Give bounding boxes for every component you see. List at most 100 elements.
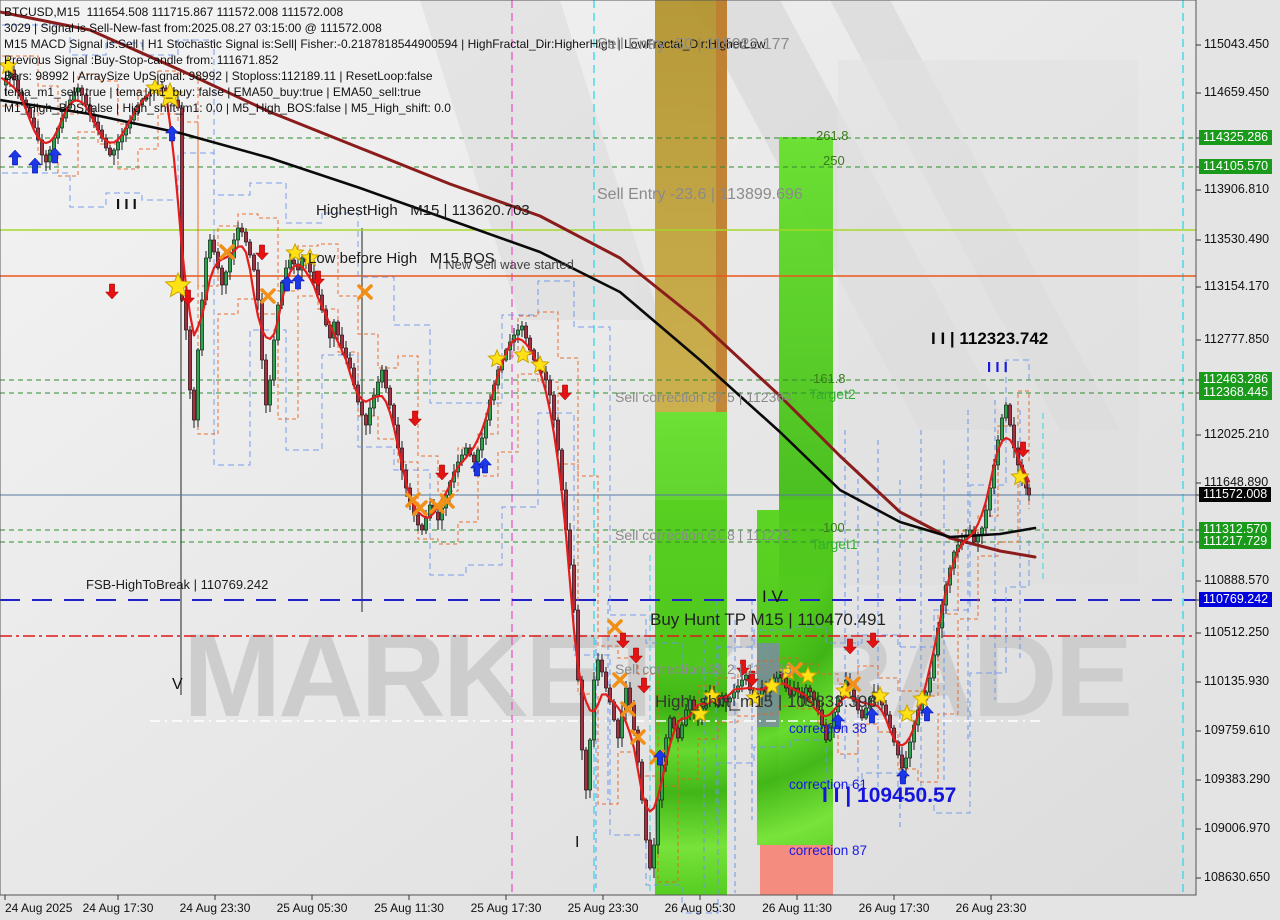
candle-bear (240, 227, 244, 233)
star-signal (702, 685, 722, 705)
background-logo (420, 0, 1138, 585)
candle-bull (224, 271, 228, 286)
candle-bear (252, 254, 256, 271)
sell-arrow-icon (636, 677, 652, 694)
price-tick-label: 109006.970 (1204, 821, 1271, 835)
candle-bear (600, 659, 604, 673)
buy-arrow-icon (652, 749, 668, 766)
candle-bull (272, 339, 276, 381)
candle-bull (596, 659, 600, 681)
info-line-2: 3029 | Signal is Sell-New-fast from:2025… (4, 21, 382, 35)
price-tick-label: 113154.170 (1204, 279, 1270, 293)
candle-bull (1004, 404, 1008, 419)
info-line-3: M15 MACD Signal is:Sell | H1 Stochastic … (4, 37, 766, 51)
fib-250: 250 (823, 153, 845, 168)
new-sell-wave: I New Sell wave started (438, 257, 574, 272)
time-tick-label: 25 Aug 17:30 (470, 901, 542, 915)
candle-bull (828, 727, 832, 741)
candle-bear (220, 267, 224, 286)
candle-bear (636, 729, 640, 763)
star-signal (912, 688, 932, 708)
buy-arrow-icon (279, 275, 295, 292)
price-tick-label: 115043.450 (1204, 37, 1270, 51)
star-signal (798, 665, 818, 685)
info-line-1: BTCUSD,M15 111654.508 111715.867 111572.… (4, 5, 344, 19)
candle-bear (672, 717, 676, 729)
candle-bear (608, 687, 612, 703)
candle-bear (388, 387, 392, 406)
buy-arrow-icon (290, 273, 306, 290)
info-line-4: Previous Signal :Buy-Stop-candle from: 1… (4, 53, 279, 67)
time-tick-label: 26 Aug 23:30 (955, 901, 1027, 915)
candle-bear (860, 709, 864, 719)
price-tick-label: 108630.650 (1204, 870, 1271, 884)
candle-bear (348, 357, 352, 369)
sell-arrow-icon (407, 410, 423, 427)
candle-bear (628, 687, 632, 706)
wave-v: V (172, 676, 183, 693)
correction-38: correction 38 (789, 721, 868, 736)
price-level-badge: 114325.286 (1199, 130, 1273, 145)
sell-arrow-icon (628, 647, 644, 664)
candle-bull (376, 381, 380, 396)
buy-arrow-icon (47, 147, 63, 164)
sell-arrow-icon (180, 289, 196, 306)
time-tick-label: 25 Aug 11:30 (374, 901, 444, 915)
candle-bear (556, 419, 560, 451)
candle-bull (804, 687, 808, 699)
candle-bull (76, 87, 80, 93)
candle-bear (816, 699, 820, 711)
buy-arrow-icon (27, 157, 43, 174)
candle-bull (112, 149, 116, 156)
ma-long-black (0, 98, 1037, 539)
buy-arrow-icon (895, 768, 911, 785)
star-signal (145, 77, 165, 97)
price-tick-label: 109759.610 (1204, 723, 1271, 737)
candle-bear (820, 709, 824, 726)
candle-bear (900, 754, 904, 769)
price-level-badge: 114105.570 (1199, 159, 1273, 174)
swing-ii-low: I I | 109450.57 (822, 784, 957, 807)
candle-bull (928, 677, 932, 693)
price-level-badge: 112368.445 (1199, 385, 1273, 400)
buy-arrow-icon (164, 125, 180, 142)
candle-bear (244, 231, 248, 243)
candle-bull (476, 449, 480, 463)
candle-bull (688, 699, 692, 711)
buy-arrow-icon (919, 705, 935, 722)
star-signal (745, 687, 765, 707)
time-tick-label: 25 Aug 23:30 (567, 901, 639, 915)
time-tick-label: 24 Aug 2025 (5, 901, 73, 915)
highest-high: HighestHigh M15 | 113620.703 (316, 202, 530, 219)
candle-bull (228, 257, 232, 273)
candle-bull (740, 679, 744, 687)
candle-bear (84, 94, 88, 106)
candle-bull (656, 799, 660, 846)
candle-bull (424, 517, 428, 531)
candle-bull (380, 369, 384, 383)
candle-bear (1027, 487, 1031, 496)
x-mark-icon (412, 500, 428, 516)
price-level-badge: 111312.570 (1199, 522, 1272, 537)
candle-bull (196, 349, 200, 421)
price-level-badge: 111572.008 (1199, 487, 1272, 502)
blue-channel-lower (2, 152, 1030, 914)
sell-arrow-icon (1015, 441, 1031, 458)
time-tick-label: 26 Aug 05:30 (664, 901, 736, 915)
candle-bear (360, 401, 364, 416)
sell-correction-87-5: Sell correction 87.5 | 112364. (615, 389, 796, 405)
x-mark-icon (630, 729, 646, 745)
x-mark-icon (439, 493, 455, 509)
candle-bull (480, 437, 484, 451)
x-mark-icon (845, 676, 861, 692)
star-signal-big (164, 271, 192, 298)
sell-arrow-icon (310, 270, 326, 287)
ma-slow-darkred (0, 10, 1037, 559)
candle-bear (264, 359, 268, 406)
candle-bull (268, 379, 272, 406)
candle-bear (188, 329, 192, 391)
candle-bear (292, 259, 296, 265)
candle-bull (668, 717, 672, 739)
candle-bear (384, 369, 388, 389)
